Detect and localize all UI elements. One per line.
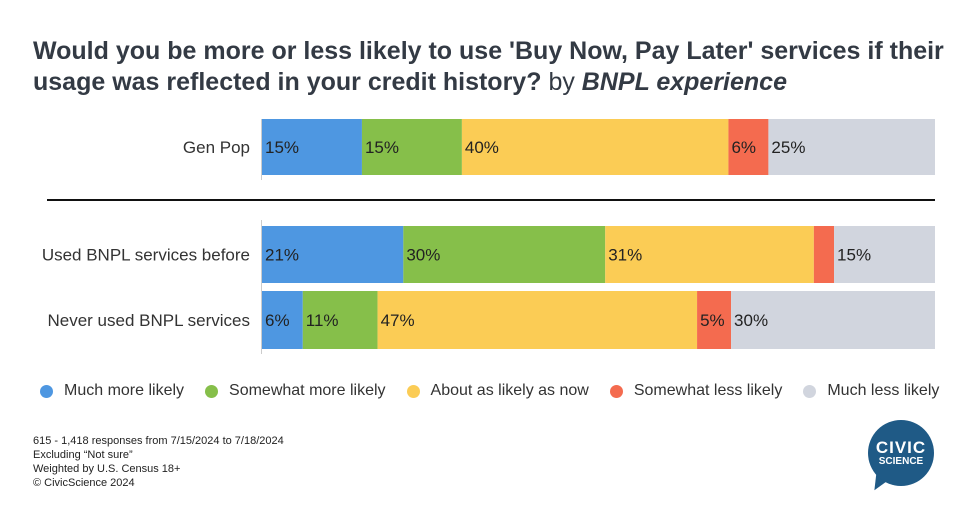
legend-swatch [205,384,219,398]
legend-swatch [406,384,420,398]
category-label: Gen Pop [183,138,250,157]
bar-segment [262,291,303,349]
footnote-excluding: Excluding “Not sure” [33,449,133,461]
legend-swatch [609,384,623,398]
data-label: 6% [265,311,290,330]
footnote-copyright: © CivicScience 2024 [33,477,135,489]
bar-segment [262,119,362,175]
title-by: by [548,68,575,96]
data-label: 6% [731,138,756,157]
chart-title: Would you be more or less likely to use … [33,36,953,98]
logo-line1: CIVIC [875,437,927,457]
data-label: 30% [406,246,440,265]
bar-segment [403,226,606,283]
legend-item: About as likely as now [406,382,589,400]
bar-segment [697,291,732,349]
legend-label: Much more likely [64,382,185,399]
data-label: 15% [837,246,871,265]
bar-segment [377,291,698,349]
bar-segment [302,291,378,349]
data-label: 40% [465,138,499,157]
title-segment: BNPL experience [581,68,787,96]
chart-legend: Much more likely Somewhat more likely Abou… [40,381,960,401]
data-label: 30% [734,311,768,330]
data-label: 15% [365,138,399,157]
category-label: Used BNPL services before [42,246,250,265]
data-label: 15% [265,138,299,157]
legend-item: Somewhat more likely [205,382,386,400]
bar-segment [728,119,769,175]
data-label: 31% [608,246,642,265]
legend-label: About as likely as now [430,382,589,399]
bar-segment [768,119,935,175]
bar-segment [461,119,729,175]
bar-segment [262,226,404,283]
legend-swatch [803,384,817,398]
civicscience-logo: CIVIC SCIENCE [866,418,938,495]
category-label: Never used BNPL services [47,311,250,330]
bar-segment [731,291,935,349]
footnote-responses: 615 - 1,418 responses from 7/15/2024 to … [33,435,284,447]
bar-segment [605,226,814,283]
data-label: 25% [771,138,805,157]
legend-swatch [40,384,53,398]
legend-label: Much less likely [827,382,940,399]
bar-segment [361,119,462,175]
legend-item: Somewhat less likely [609,382,783,400]
footnotes: 615 - 1,418 responses from 7/15/2024 to … [33,434,284,490]
legend-label: Somewhat less likely [633,382,783,399]
legend-item: Much less likely [803,382,939,400]
bar-segment [834,226,935,283]
title-main: Would you be more or less likely to use … [33,37,944,96]
legend-item: Much more likely [40,382,184,400]
bar-segment [813,226,835,283]
stacked-bar-chart: 15% 15% 40% 6% 25% Gen Pop 21% 30% 31% 15% Used BN… [42,119,935,354]
footnote-weighting: Weighted by U.S. Census 18+ [33,463,181,475]
logo-line2: SCIENCE [878,455,924,467]
data-label: 47% [381,311,415,330]
data-label: 21% [265,246,299,265]
data-label: 11% [306,311,339,330]
data-label: 5% [700,311,725,330]
legend-label: Somewhat more likely [229,382,386,399]
